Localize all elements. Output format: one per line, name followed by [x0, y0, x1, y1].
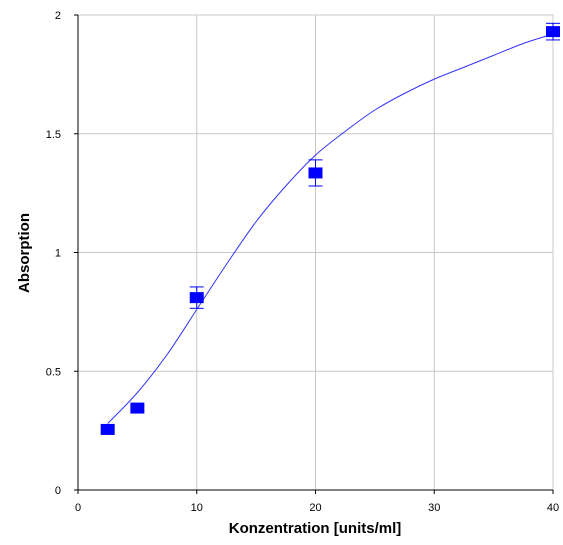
tick-labels: 0 10 20 30 40 0 0.5 1 1.5 2	[46, 10, 559, 514]
data-point-marker	[546, 26, 560, 38]
data-point-marker	[189, 292, 204, 304]
x-tick-label: 30	[428, 502, 440, 514]
fit-curve-line	[107, 33, 554, 424]
data-points-layer	[100, 22, 560, 435]
x-tick-label: 40	[547, 502, 559, 514]
data-point-marker	[130, 402, 145, 414]
x-tick-label: 0	[75, 502, 81, 514]
data-point-marker	[100, 423, 115, 435]
x-tick-label: 20	[309, 502, 321, 514]
y-tick-label: 2	[55, 10, 61, 22]
y-axis-title: Absorption	[16, 213, 33, 293]
y-tick-label: 0	[55, 485, 61, 497]
y-tick-label: 0.5	[46, 366, 61, 378]
grid	[78, 14, 554, 490]
x-axis-title: Konzentration [units/ml]	[229, 520, 402, 537]
y-tick-label: 1	[55, 248, 61, 260]
fit-curve-layer	[107, 33, 554, 424]
x-tick-label: 10	[191, 502, 203, 514]
y-tick-label: 1.5	[46, 129, 61, 141]
data-point-marker	[308, 167, 323, 179]
